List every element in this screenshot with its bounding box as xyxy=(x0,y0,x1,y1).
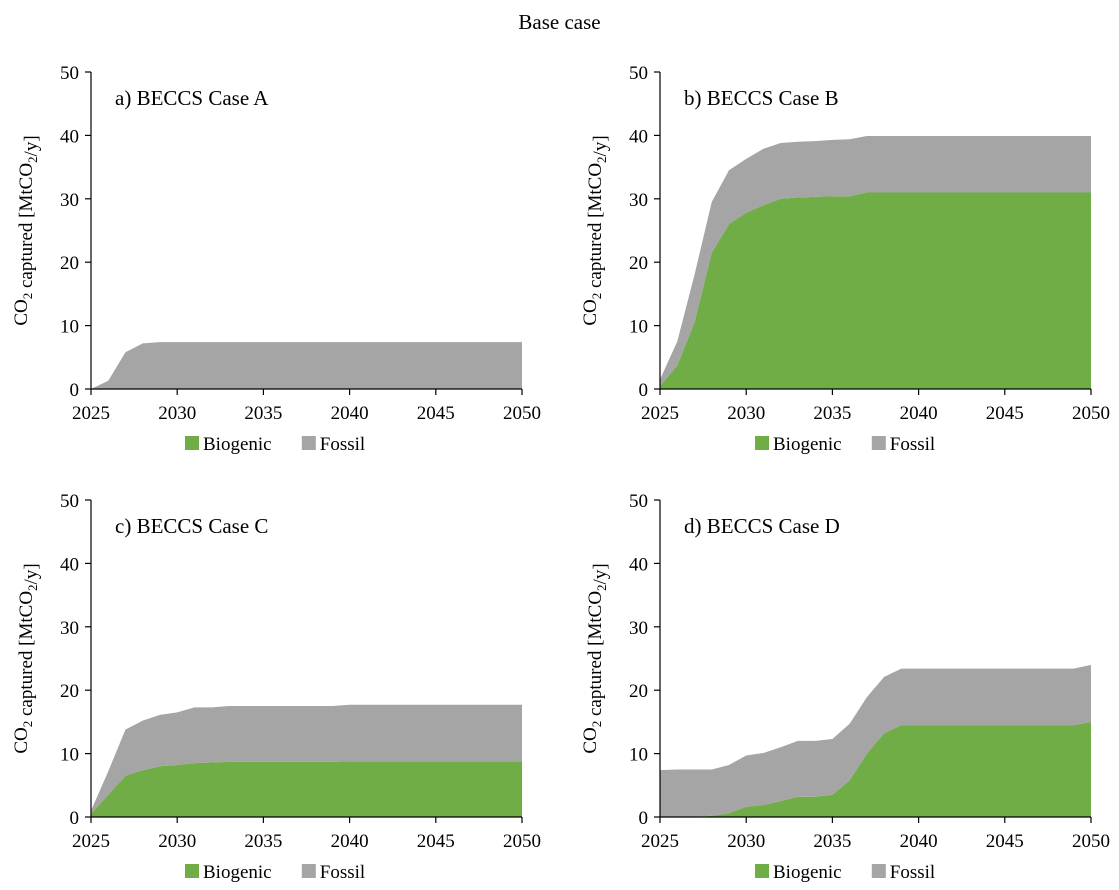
x-tick-label: 2040 xyxy=(331,403,369,424)
x-tick-label: 2045 xyxy=(417,831,455,852)
area-fossil xyxy=(91,342,522,389)
legend-label-fossil: Fossil xyxy=(890,434,935,455)
x-tick-label: 2030 xyxy=(158,831,196,852)
area-biogenic xyxy=(660,192,1091,389)
legend-label-fossil: Fossil xyxy=(320,434,365,455)
x-tick-label: 2035 xyxy=(244,831,282,852)
legend-swatch-fossil xyxy=(301,436,316,450)
x-tick-label: 2025 xyxy=(641,831,679,852)
y-tick-label: 10 xyxy=(60,317,79,338)
x-tick-label: 2050 xyxy=(1072,831,1110,852)
x-tick-label: 2050 xyxy=(503,831,541,852)
panel-title: d) BECCS Case D xyxy=(684,514,840,538)
x-tick-label: 2030 xyxy=(727,403,765,424)
x-tick-label: 2030 xyxy=(158,403,196,424)
x-tick-label: 2025 xyxy=(72,831,110,852)
y-tick-label: 50 xyxy=(60,491,79,512)
x-tick-label: 2040 xyxy=(900,403,938,424)
y-tick-label: 10 xyxy=(60,745,79,766)
y-tick-label: 20 xyxy=(60,253,79,274)
x-tick-label: 2050 xyxy=(503,403,541,424)
x-tick-label: 2045 xyxy=(417,403,455,424)
area-fossil xyxy=(91,704,522,814)
x-tick-label: 2045 xyxy=(986,831,1024,852)
legend-label-biogenic: Biogenic xyxy=(203,434,272,455)
y-axis-label: CO2 captured [MtCO2/y] xyxy=(11,563,42,753)
legend-label-fossil: Fossil xyxy=(890,862,935,883)
legend-swatch-fossil xyxy=(871,436,886,450)
x-tick-label: 2040 xyxy=(900,831,938,852)
area-biogenic xyxy=(660,721,1091,817)
y-axis-label: CO2 captured [MtCO2/y] xyxy=(580,135,611,325)
y-tick-label: 30 xyxy=(60,190,79,211)
y-tick-label: 30 xyxy=(629,190,648,211)
y-tick-label: 10 xyxy=(629,317,648,338)
y-tick-label: 40 xyxy=(60,554,79,575)
legend-label-biogenic: Biogenic xyxy=(203,862,272,883)
x-tick-label: 2035 xyxy=(813,831,851,852)
y-tick-label: 0 xyxy=(639,808,649,829)
y-tick-label: 50 xyxy=(629,63,648,84)
panel-title: a) BECCS Case A xyxy=(115,86,269,110)
y-tick-label: 50 xyxy=(60,63,79,84)
legend-swatch-biogenic xyxy=(755,864,769,878)
y-axis-label: CO2 captured [MtCO2/y] xyxy=(580,563,611,753)
y-tick-label: 20 xyxy=(629,253,648,274)
x-tick-label: 2050 xyxy=(1072,403,1110,424)
legend-swatch-biogenic xyxy=(755,436,769,450)
x-tick-label: 2040 xyxy=(331,831,369,852)
y-tick-label: 40 xyxy=(60,126,79,147)
y-tick-label: 20 xyxy=(60,681,79,702)
y-tick-label: 50 xyxy=(629,491,648,512)
y-tick-label: 30 xyxy=(60,618,79,639)
x-tick-label: 2030 xyxy=(727,831,765,852)
legend-swatch-biogenic xyxy=(185,864,199,878)
x-tick-label: 2025 xyxy=(72,403,110,424)
y-tick-label: 20 xyxy=(629,681,648,702)
legend-swatch-biogenic xyxy=(185,436,199,450)
panel-title: c) BECCS Case C xyxy=(115,514,268,538)
y-tick-label: 30 xyxy=(629,618,648,639)
area-fossil xyxy=(660,664,1091,817)
panel-title: b) BECCS Case B xyxy=(684,86,839,110)
area-biogenic xyxy=(91,761,522,817)
legend-label-fossil: Fossil xyxy=(320,862,365,883)
y-tick-label: 0 xyxy=(70,380,80,401)
x-tick-label: 2035 xyxy=(813,403,851,424)
area-fossil xyxy=(660,136,1091,386)
x-tick-label: 2025 xyxy=(641,403,679,424)
legend-swatch-fossil xyxy=(871,864,886,878)
y-tick-label: 40 xyxy=(629,126,648,147)
legend-label-biogenic: Biogenic xyxy=(773,434,842,455)
figure-title: Base case xyxy=(518,10,601,34)
legend-swatch-fossil xyxy=(301,864,316,878)
y-axis-label: CO2 captured [MtCO2/y] xyxy=(11,135,42,325)
y-tick-label: 0 xyxy=(70,808,80,829)
x-tick-label: 2035 xyxy=(244,403,282,424)
legend-label-biogenic: Biogenic xyxy=(773,862,842,883)
y-tick-label: 0 xyxy=(639,380,649,401)
y-tick-label: 40 xyxy=(629,554,648,575)
y-tick-label: 10 xyxy=(629,745,648,766)
x-tick-label: 2045 xyxy=(986,403,1024,424)
